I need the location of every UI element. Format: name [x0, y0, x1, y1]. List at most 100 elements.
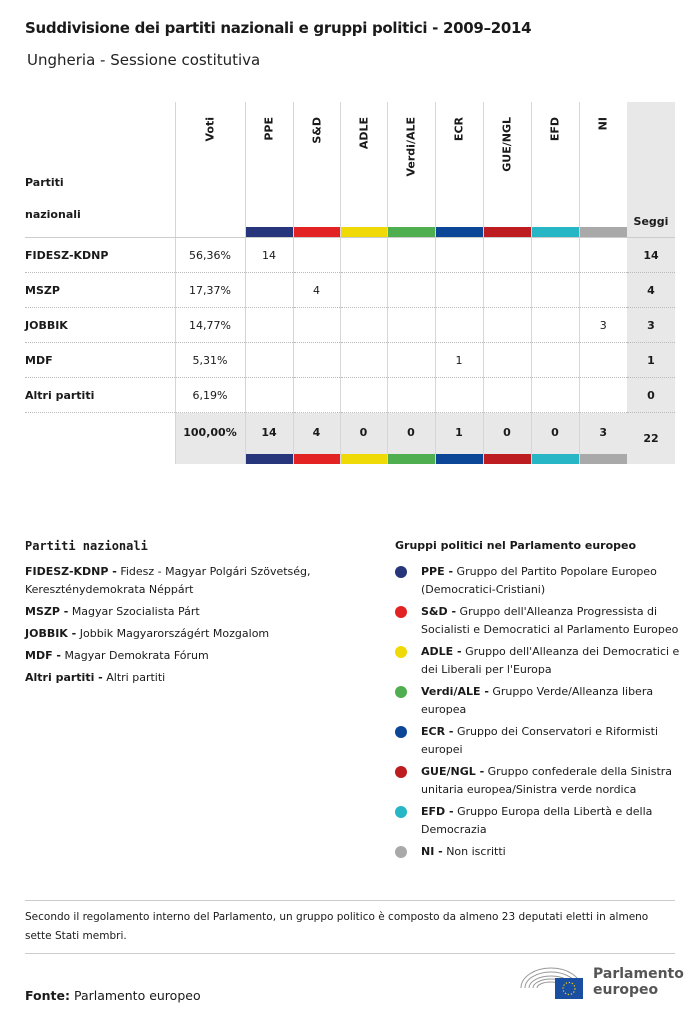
seats-table: Partiti nazionali Voti PPE S&D ADLE Verdi/ALE E…: [25, 102, 675, 464]
group-dot-icon: [395, 766, 407, 778]
seats-cell: 0: [627, 377, 675, 413]
legend-parties-title: Partiti nazionali: [25, 539, 148, 553]
seat-cell: [244, 307, 293, 343]
seat-cell: [530, 342, 579, 378]
legend-party-item: FIDESZ-KDNP - Fidesz - Magyar Polgári Sz…: [25, 565, 311, 596]
group-header: ADLE: [339, 102, 387, 238]
total-votes: 100,00%: [174, 412, 245, 464]
legend-group-item: NI - Non iscritti: [395, 843, 680, 861]
table-row: FIDESZ-KDNP 56,36% 14 14: [25, 237, 675, 273]
seat-cell: [339, 237, 387, 273]
seat-cell: 4: [292, 272, 340, 308]
group-color-bar: [293, 454, 340, 464]
group-dot-icon: [395, 566, 407, 578]
group-dot-icon: [395, 806, 407, 818]
seat-cell: [434, 377, 483, 413]
hemicycle-eu-flag-icon: [520, 967, 583, 999]
seat-cell: [386, 377, 435, 413]
legend-group-item: ECR - Gruppo dei Conservatori e Riformis…: [395, 723, 680, 759]
total-cell: 3: [578, 412, 627, 464]
legend-party-item: Altri partiti - Altri partiti: [25, 671, 166, 684]
group-dot-icon: [395, 686, 407, 698]
seat-cell: [434, 272, 483, 308]
legend-group-item: ADLE - Gruppo dell'Alleanza dei Democrat…: [395, 643, 680, 679]
page-subtitle: Ungheria - Sessione costitutiva: [27, 51, 261, 69]
votes-cell: 14,77%: [174, 307, 245, 343]
group-header: NI: [578, 102, 627, 238]
legend-parties: Partiti nazionali FIDESZ-KDNP - Fidesz -…: [25, 537, 315, 691]
seat-cell: [578, 342, 627, 378]
seat-cell: [244, 342, 293, 378]
group-dot-icon: [395, 646, 407, 658]
logo-line1: Parlamento: [593, 966, 684, 982]
total-cell: 0: [482, 412, 531, 464]
divider: [25, 900, 675, 901]
total-cell: 14: [244, 412, 293, 464]
seat-cell: 1: [434, 342, 483, 378]
group-header: PPE: [244, 102, 293, 238]
table-row: MSZP 17,37% 4 4: [25, 272, 675, 308]
seat-cell: [530, 237, 579, 273]
seat-cell: [482, 342, 531, 378]
party-name: MSZP: [25, 272, 175, 308]
legend-party-item: MSZP - Magyar Szocialista Párt: [25, 605, 200, 618]
seat-cell: [292, 307, 340, 343]
seat-cell: [244, 272, 293, 308]
seat-cell: [292, 342, 340, 378]
seats-cell: 14: [627, 237, 675, 273]
votes-cell: 6,19%: [174, 377, 245, 413]
group-header: Verdi/ALE: [386, 102, 435, 238]
seat-cell: [482, 237, 531, 273]
group-color-bar: [483, 454, 531, 464]
parliament-logo: Parlamento europeo: [519, 964, 684, 1000]
party-header: Partiti nazionali: [25, 102, 175, 238]
seat-cell: [339, 377, 387, 413]
source-value: Parlamento europeo: [73, 988, 201, 1003]
group-color-bar: [435, 227, 483, 237]
group-color-bar: [245, 227, 293, 237]
seat-cell: [578, 272, 627, 308]
seat-cell: [386, 237, 435, 273]
legend-party-item: JOBBIK - Jobbik Magyarországért Mozgalom: [25, 627, 270, 640]
party-name: JOBBIK: [25, 307, 175, 343]
group-dot-icon: [395, 846, 407, 858]
seat-cell: [578, 377, 627, 413]
seat-cell: [339, 342, 387, 378]
footnote: Secondo il regolamento interno del Parla…: [25, 911, 649, 942]
source: Fonte: Parlamento europeo: [25, 988, 201, 1003]
seat-cell: [339, 272, 387, 308]
seat-cell: 14: [244, 237, 293, 273]
votes-cell: 56,36%: [174, 237, 245, 273]
seat-cell: [386, 307, 435, 343]
table-row: JOBBIK 14,77% 3 3: [25, 307, 675, 343]
logo-line2: europeo: [593, 982, 659, 998]
group-color-bar: [340, 227, 387, 237]
total-cell: 1: [434, 412, 483, 464]
group-dot-icon: [395, 726, 407, 738]
seats-cell: 3: [627, 307, 675, 343]
legend-group-item: GUE/NGL - Gruppo confederale della Sinis…: [395, 763, 680, 799]
seat-cell: [482, 272, 531, 308]
seat-cell: 3: [578, 307, 627, 343]
votes-cell: 5,31%: [174, 342, 245, 378]
group-color-bar: [340, 454, 387, 464]
group-color-bar: [483, 227, 531, 237]
group-color-bar: [579, 454, 627, 464]
seats-cell: 4: [627, 272, 675, 308]
group-color-bar: [435, 454, 483, 464]
legend-group-item: Verdi/ALE - Gruppo Verde/Alleanza libera…: [395, 683, 680, 719]
seat-cell: [530, 377, 579, 413]
divider: [25, 953, 675, 954]
table-row: MDF 5,31% 1 1: [25, 342, 675, 378]
group-color-bar: [387, 227, 435, 237]
total-cell: 0: [386, 412, 435, 464]
group-header: EFD: [530, 102, 579, 238]
table-row: Altri partiti 6,19% 0: [25, 377, 675, 413]
group-header: GUE/NGL: [482, 102, 531, 238]
legend-group-item: EFD - Gruppo Europa della Libertà e dell…: [395, 803, 680, 839]
seat-cell: [339, 307, 387, 343]
votes-header: Voti: [174, 102, 245, 238]
group-color-bar: [293, 227, 340, 237]
group-color-bar: [387, 454, 435, 464]
page-title: Suddivisione dei partiti nazionali e gru…: [25, 19, 532, 37]
